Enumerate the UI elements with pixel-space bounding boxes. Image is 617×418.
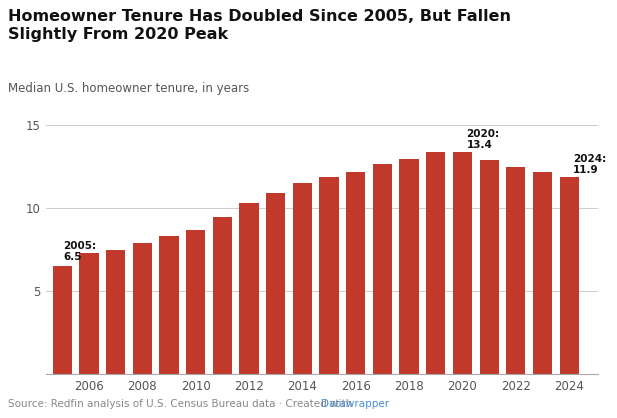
Bar [533,172,552,374]
Bar [426,152,445,374]
Bar [133,243,152,374]
Text: 2024:
11.9: 2024: 11.9 [573,153,607,175]
Text: 2020:
13.4: 2020: 13.4 [466,129,500,150]
Bar [399,158,419,374]
Bar [373,163,392,374]
Text: Median U.S. homeowner tenure, in years: Median U.S. homeowner tenure, in years [8,82,249,94]
Bar [80,253,99,374]
Text: Datawrapper: Datawrapper [321,399,389,409]
Bar [320,177,339,374]
Bar [159,237,178,374]
Bar [506,167,526,374]
Bar [239,203,259,374]
Bar [346,172,365,374]
Text: 2005:
6.5: 2005: 6.5 [64,241,97,262]
Bar [293,184,312,374]
Bar [52,266,72,374]
Bar [186,230,205,374]
Bar [479,160,499,374]
Bar [453,152,472,374]
Text: Homeowner Tenure Has Doubled Since 2005, But Fallen
Slightly From 2020 Peak: Homeowner Tenure Has Doubled Since 2005,… [8,9,511,42]
Bar [560,177,579,374]
Bar [213,217,232,374]
Bar [106,250,125,374]
Text: Source: Redfin analysis of U.S. Census Bureau data · Created with: Source: Redfin analysis of U.S. Census B… [8,399,355,409]
Bar [266,194,285,374]
